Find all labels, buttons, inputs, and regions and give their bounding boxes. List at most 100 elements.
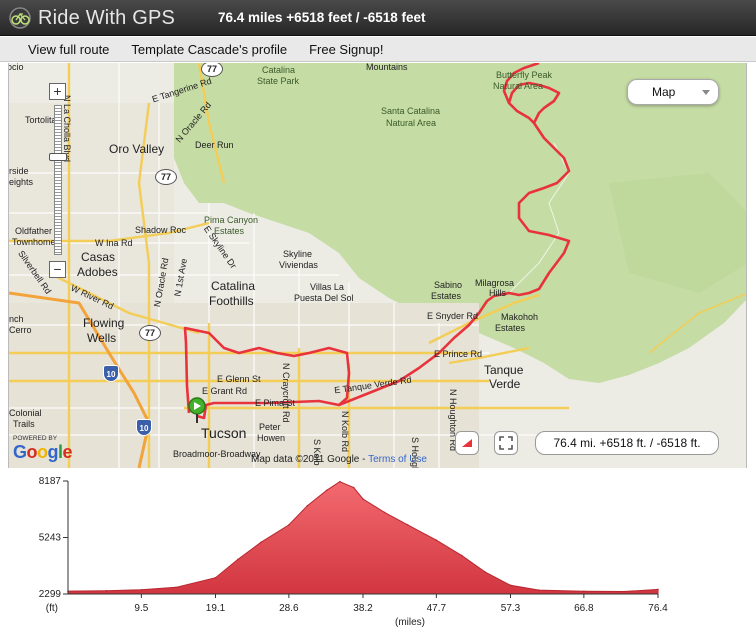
x-tick-label: 66.8: [574, 603, 594, 614]
zoom-in-button[interactable]: +: [49, 83, 66, 100]
nav-template-profile[interactable]: Template Cascade's profile: [131, 41, 288, 57]
zoom-slider-thumb[interactable]: [49, 153, 67, 161]
label-colonial-1: Colonial: [9, 408, 42, 418]
label-glenn: E Glenn St: [217, 374, 261, 384]
elevation-toggle-button[interactable]: [455, 431, 479, 455]
elevation-point: [509, 584, 512, 587]
label-tucson: Tucson: [201, 425, 247, 441]
zoom-slider-track[interactable]: [54, 105, 62, 255]
label-ocio: ocio: [8, 63, 24, 72]
nav-view-full-route[interactable]: View full route: [28, 41, 110, 57]
x-tick-label: 28.6: [279, 603, 299, 614]
app-logo[interactable]: Ride With GPS: [8, 5, 175, 31]
bike-logo-icon: [9, 7, 31, 29]
label-prince: E Prince Rd: [434, 349, 483, 359]
start-marker: [188, 397, 206, 423]
route-77-shield-north: 77: [201, 63, 223, 77]
y-tick-label: 2299: [39, 589, 62, 600]
label-sabino-1: Sabino: [434, 280, 463, 290]
elevation-point: [105, 589, 108, 592]
nav-free-signup[interactable]: Free Signup!: [309, 41, 384, 57]
x-tick-label: 38.2: [353, 603, 373, 614]
route-summary-pill: 76.4 mi. +6518 ft. / -6518 ft.: [535, 431, 719, 455]
label-skyline-v-2: Viviendas: [279, 260, 318, 270]
elevation-point: [260, 541, 262, 543]
label-hills: Hills: [489, 288, 506, 298]
elevation-point: [339, 480, 341, 483]
label-butterfly-1: Butterfly Peak: [496, 70, 553, 80]
powered-by-google[interactable]: POWERED BY Google: [13, 435, 73, 463]
fullscreen-button[interactable]: [494, 431, 518, 455]
x-tick-label: 76.4: [648, 603, 668, 614]
elevation-point: [288, 524, 290, 526]
label-skyline-v-1: Skyline: [283, 249, 313, 259]
label-catalina-foothills-2: Foothills: [209, 294, 254, 308]
label-shadow-roc: Shadow Roc: [135, 225, 187, 235]
label-casas-2: Adobes: [77, 265, 118, 279]
elevation-area: [67, 481, 659, 595]
map-base-layer: [9, 63, 746, 468]
label-santa-2: Natural Area: [386, 118, 437, 128]
google-logo: Google: [13, 442, 73, 462]
elevation-point: [352, 486, 355, 489]
label-grant: E Grant Rd: [202, 386, 248, 396]
label-lakeside: rside: [9, 166, 29, 176]
x-unit-label: (miles): [395, 617, 425, 628]
elevation-icon: [462, 439, 472, 447]
label-catalina-park-2: State Park: [257, 76, 300, 86]
label-townhomes: Townhomes: [12, 237, 61, 247]
zoom-out-button[interactable]: −: [49, 261, 66, 278]
elevation-point: [435, 539, 438, 541]
label-milagrosa: Milagrosa: [475, 278, 515, 288]
label-snyder: E Snyder Rd: [427, 311, 479, 321]
map-type-value: Map: [652, 85, 676, 99]
label-sabino-2: Estates: [431, 291, 462, 301]
x-tick-label: 19.1: [206, 603, 226, 614]
route-map[interactable]: Mountains Catalina State Park Butterfly …: [8, 63, 747, 468]
map-attribution: Map data ©2011 Google - Terms of Use: [251, 454, 427, 465]
elevation-point: [214, 576, 217, 579]
elevation-point: [407, 524, 409, 526]
elevation-point: [175, 586, 177, 589]
label-makohoh-1: Makohoh: [501, 312, 539, 322]
map-data-credit: Map data ©2011 Google: [251, 454, 360, 465]
label-nch: nch: [9, 314, 24, 324]
label-mountains: Mountains: [366, 63, 408, 72]
sub-navigation: View full route Template Cascade's profi…: [0, 37, 756, 62]
elevation-point: [306, 504, 309, 507]
elevation-point: [583, 590, 585, 593]
x-tick-label: 47.7: [427, 603, 447, 614]
elevation-point: [237, 558, 239, 561]
elevation-point: [484, 571, 486, 573]
elevation-profile[interactable]: 8187 5243 2299 (ft) 9.5 19.1 28.6 38.2 47.7 57.3 6…: [0, 470, 756, 635]
label-villas-1: Villas La: [310, 282, 344, 292]
label-santa-1: Santa Catalina: [381, 106, 441, 116]
label-ina: W Ina Rd: [95, 238, 133, 248]
powered-by-text: POWERED BY: [13, 435, 58, 442]
chevron-down-icon: [702, 90, 710, 95]
y-tick-label: 8187: [39, 476, 62, 487]
label-casas-1: Casas: [81, 250, 116, 264]
elevation-point: [140, 589, 143, 591]
label-makohoh-2: Estates: [495, 323, 526, 333]
x-tick-label: 57.3: [501, 603, 521, 614]
label-tortolita: Tortolita: [25, 115, 57, 125]
x-tick-label: 9.5: [134, 603, 148, 614]
label-tanque-2: Verde: [489, 377, 521, 391]
label-flowing-2: Wells: [87, 331, 117, 345]
zoom-control: + −: [49, 83, 67, 279]
label-butterfly-2: Natural Area: [493, 81, 544, 91]
terms-of-use-link[interactable]: Terms of Use: [368, 454, 427, 465]
label-tanque-1: Tanque: [484, 363, 524, 377]
map-type-selector[interactable]: Map: [627, 79, 719, 105]
label-colonial-2: Trails: [13, 419, 35, 429]
label-oldfather: Oldfather: [15, 226, 53, 236]
label-catalina-foothills-1: Catalina: [211, 279, 256, 293]
y-tick-label: 5243: [39, 533, 62, 544]
label-catalina-park-1: Catalina: [262, 65, 296, 75]
label-pima-canyon-1: Pima Canyon: [204, 215, 259, 225]
interstate-10-shield-south: 10: [136, 419, 152, 436]
fullscreen-icon: [499, 436, 513, 450]
route-77-shield-mid: 77: [155, 169, 177, 185]
label-pima: E Pima St: [255, 398, 296, 408]
